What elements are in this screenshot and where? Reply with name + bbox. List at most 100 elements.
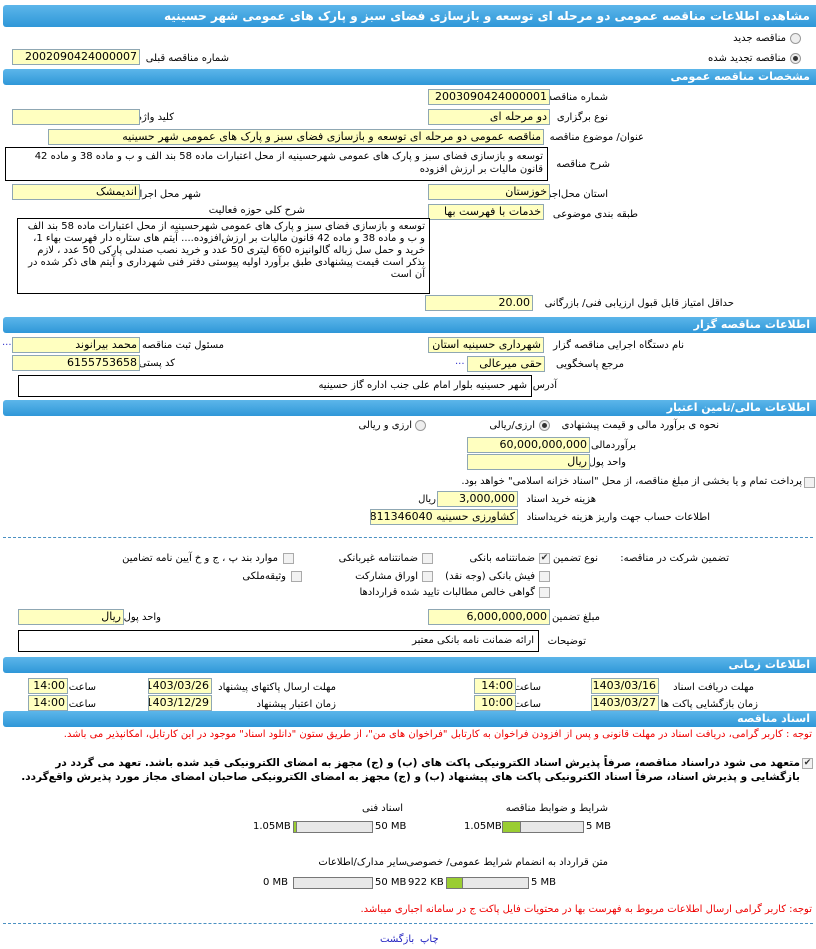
file-technical-max: 50 MB (375, 821, 407, 832)
estimate-field[interactable]: 60,000,000,000 (467, 437, 590, 453)
category-label: طبقه بندی موضوعی (552, 209, 638, 220)
registrar-more-button[interactable]: ... (2, 337, 12, 348)
address-label: آدرس (532, 380, 557, 391)
file-contract-max: 5 MB (531, 877, 557, 888)
guarantee-amount-label: مبلغ تضمین (551, 612, 600, 623)
tender-number-label: شماره مناقصه (547, 92, 608, 103)
method-label: نحوه ی برآورد مالی و قیمت پیشنهادی (561, 420, 719, 431)
validity-label: زمان اعتبار پیشنهاد (256, 699, 336, 710)
guarantee-currency-field[interactable]: ریال (18, 609, 124, 625)
submit-time[interactable]: 14:00 (28, 678, 68, 694)
doc-fee-unit: ریال (418, 494, 436, 505)
activity-label: شرح کلی حوزه فعالیت (208, 205, 305, 216)
guarantee-checkbox-clauses[interactable] (283, 553, 294, 564)
treasury-checkbox[interactable] (804, 477, 815, 488)
doc-fee-label: هزینه خرید اسناد (526, 494, 596, 505)
activity-box: توسعه و بازسازی فضای سبز و پارک های عموم… (17, 218, 430, 294)
desc-label: شرح مناقصه (556, 159, 610, 170)
back-link[interactable]: بازگشت (380, 934, 415, 945)
account-field[interactable]: کشاورزی حسینیه 811346040 (370, 509, 518, 525)
radio-new-tender[interactable] (790, 33, 801, 44)
city-field[interactable]: اندیمشک (12, 184, 140, 200)
estimate-label: برآوردمالی (591, 440, 636, 451)
guarantee-checkbox-bonds[interactable] (422, 571, 433, 582)
keyword-field[interactable] (12, 109, 140, 125)
guarantee-currency-label: واحد پول (123, 612, 161, 623)
open-label: زمان بازگشایی پاکت ها (660, 699, 758, 710)
registrar-field[interactable]: محمد بیرانوند (12, 337, 140, 353)
desc-box: توسعه و بازسازی فضای سبز و پارک های عموم… (5, 147, 548, 181)
section-documents: اسناد مناقصه (3, 711, 816, 727)
progress-fill (503, 822, 521, 832)
currency-field[interactable]: ریال (467, 454, 590, 470)
commitment-checkbox[interactable]: ✔ (802, 758, 813, 769)
guarantee-property-label: وثیقه‌ملکی (242, 571, 286, 582)
guarantee-amount-field[interactable]: 6,000,000,000 (428, 609, 550, 625)
file-other-max: 50 MB (375, 877, 407, 888)
guarantee-checkbox-nonbank[interactable] (422, 553, 433, 564)
ref-label: مرجع پاسخگویی (555, 359, 624, 370)
ref-more-button[interactable]: ... (455, 356, 465, 367)
guarantee-receivables-label: گواهی خالص مطالبات تایید شده قراردادها (359, 587, 535, 598)
section-finance: اطلاعات مالی/تامین اعتبار (3, 400, 816, 416)
ref-field[interactable]: حقی میرعالی (467, 356, 545, 372)
notes-label: توضیحات (547, 636, 586, 647)
doc-receive-time[interactable]: 14:00 (474, 678, 516, 694)
radio-rial[interactable] (539, 420, 550, 431)
commitment-text: متعهد می شود دراسناد مناقصه، صرفاً پذیرش… (21, 757, 800, 783)
guarantee-nonbank-label: ضمانتنامه غیربانکی (338, 553, 418, 564)
currency-label: واحد پول (588, 457, 626, 468)
radio-foreign-and-rial[interactable] (415, 420, 426, 431)
postal-field[interactable]: 6155753658 (12, 355, 140, 371)
divider (3, 537, 813, 538)
radio-foreign-and-rial-label: ارزی و ریالی (358, 420, 413, 431)
file-technical-size: 1.05MB (253, 821, 291, 832)
address-box: شهر حسینیه بلوار امام علی جنب اداره گاز … (18, 375, 532, 397)
doc-fee-field[interactable]: 3,000,000 (437, 491, 518, 507)
subject-label: عنوان/ موضوع مناقصه (549, 132, 644, 143)
submit-date[interactable]: 1403/03/26 (148, 678, 212, 694)
validity-date[interactable]: 1403/12/29 (148, 695, 212, 711)
time-label: ساعت (68, 682, 96, 693)
org-field[interactable]: شهرداری حسینیه استان خ (428, 337, 544, 353)
guarantee-clauses-label: موارد بند پ ، ج و خ آیین نامه تضامین (122, 553, 278, 564)
time-label: ساعت (513, 699, 541, 710)
doc-receive-label: مهلت دریافت اسناد (673, 682, 754, 693)
min-score-field[interactable]: 20.00 (425, 295, 533, 311)
file-terms-max: 5 MB (586, 821, 612, 832)
account-label: اطلاعات حساب جهت واریز هزینه خریداسناد (526, 512, 710, 523)
province-field[interactable]: خوزستان (428, 184, 550, 200)
guarantee-checkbox-receivables[interactable] (539, 587, 550, 598)
documents-note: توجه : کاربر گرامی، دریافت اسناد در مهلت… (63, 729, 812, 740)
page-title: مشاهده اطلاعات مناقصه عمومی دو مرحله ای … (3, 5, 816, 27)
radio-renewed-tender[interactable] (790, 53, 801, 64)
postal-label: کد پستی (138, 358, 175, 369)
file-contract-size: 922 KB (408, 877, 444, 888)
progress-fill (447, 878, 463, 888)
guarantee-label: تضمین شرکت در مناقصه: (620, 553, 729, 564)
type-field[interactable]: دو مرحله ای (428, 109, 550, 125)
registrar-label: مسئول ثبت مناقصه (142, 340, 224, 351)
tender-number-field[interactable]: 2003090424000001 (428, 89, 550, 105)
guarantee-checkbox-bank[interactable]: ✔ (539, 553, 550, 564)
submit-label: مهلت ارسال پاکتهای پیشنهاد (218, 682, 336, 693)
open-time[interactable]: 10:00 (474, 695, 516, 711)
city-label: شهر محل اجرا (139, 189, 201, 200)
guarantee-checkbox-property[interactable] (291, 571, 302, 582)
new-tender-label: مناقصه جدید (733, 33, 786, 44)
renewed-tender-label: مناقصه تجدید شده (708, 53, 786, 64)
file-terms-label: شرایط و ضوابط مناقصه (505, 803, 608, 814)
prev-number-field[interactable]: 2002090424000007 (12, 49, 140, 65)
print-link[interactable]: چاپ (420, 934, 439, 945)
guarantee-cash-label: فیش بانکی (وجه نقد) (445, 571, 535, 582)
subject-field[interactable]: مناقصه عمومی دو مرحله ای توسعه و بازسازی… (48, 129, 544, 145)
category-field[interactable]: خدمات با فهرست بها (428, 204, 544, 220)
doc-receive-date[interactable]: 1403/03/16 (591, 678, 659, 694)
guarantee-bonds-label: اوراق مشارکت (355, 571, 418, 582)
open-date[interactable]: 1403/03/27 (591, 695, 659, 711)
progress-fill (294, 822, 297, 832)
file-contract-progress (446, 877, 529, 889)
guarantee-checkbox-cash[interactable] (539, 571, 550, 582)
validity-time[interactable]: 14:00 (28, 695, 68, 711)
section-timing: اطلاعات زمانی (3, 657, 816, 673)
